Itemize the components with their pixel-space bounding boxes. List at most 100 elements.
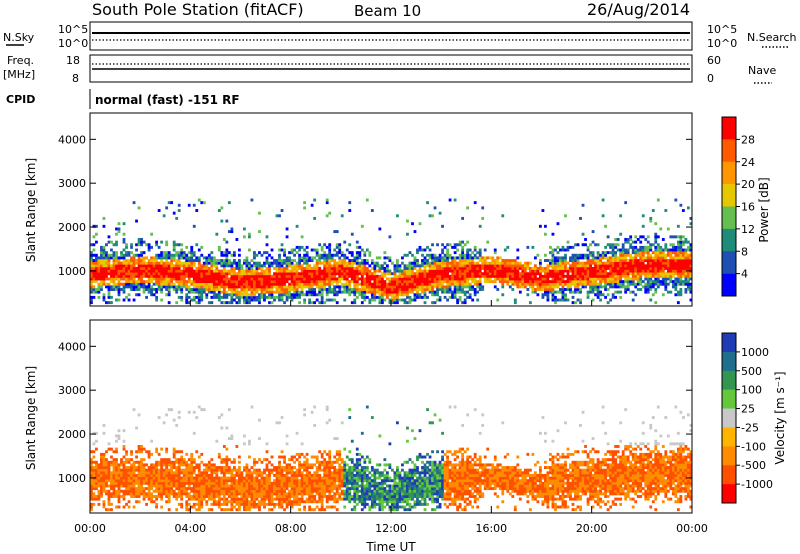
power-cell <box>150 288 154 291</box>
power-cell <box>225 264 229 268</box>
power-cell <box>559 248 562 252</box>
power-cell <box>157 282 161 286</box>
power-cell <box>278 214 281 218</box>
power-cell <box>481 266 485 270</box>
power-cell <box>192 285 196 289</box>
power-cell <box>574 266 577 270</box>
velocity-cell <box>142 471 146 475</box>
power-cell <box>556 285 560 289</box>
velocity-cell <box>150 439 154 443</box>
power-cell <box>360 264 364 268</box>
power-cell <box>601 280 605 284</box>
power-cell <box>270 282 274 286</box>
power-cell <box>102 216 106 220</box>
power-cell <box>195 209 199 212</box>
power-cell <box>544 269 547 273</box>
power-cell <box>566 272 570 276</box>
velocity-cell <box>102 423 106 427</box>
velocity-cell <box>222 487 226 491</box>
power-cell <box>157 261 161 265</box>
power-cell <box>604 256 608 260</box>
velocity-cell <box>132 495 136 498</box>
power-cell <box>268 272 271 276</box>
velocity-cell <box>217 502 221 506</box>
power-cell <box>112 256 116 260</box>
power-cell <box>689 248 693 252</box>
power-cell <box>333 288 337 291</box>
power-cell <box>468 293 472 297</box>
power-cell <box>674 293 678 297</box>
power-cell <box>463 264 467 268</box>
velocity-cell <box>177 458 181 462</box>
power-cell <box>348 285 352 289</box>
velocity-cell <box>182 458 186 462</box>
power-cell <box>626 238 630 241</box>
velocity-cell <box>137 487 141 491</box>
power-cell <box>518 285 522 289</box>
power-cell <box>611 259 615 262</box>
power-cell <box>493 248 497 252</box>
velocity-cell <box>140 468 143 472</box>
power-cell <box>604 277 608 281</box>
power-cell <box>150 256 154 260</box>
power-cell <box>473 280 477 284</box>
power-cell <box>426 272 429 276</box>
velocity-cell <box>232 500 236 504</box>
power-cell <box>245 274 249 278</box>
power-cell <box>426 277 429 281</box>
velocity-cell <box>258 487 261 491</box>
power-cell <box>596 282 600 286</box>
power-cell <box>325 256 329 260</box>
power-cell <box>551 248 555 252</box>
power-cell <box>368 274 372 278</box>
power-cell <box>441 256 444 260</box>
power-cell <box>160 259 164 262</box>
velocity-cell <box>155 473 159 477</box>
velocity-cell <box>190 505 194 509</box>
power-cell <box>132 269 136 273</box>
velocity-cell <box>135 495 138 498</box>
power-cell <box>684 264 688 268</box>
power-cell <box>380 272 384 276</box>
power-cell <box>436 290 439 294</box>
power-cell <box>132 256 136 260</box>
power-cell <box>676 259 680 262</box>
velocity-cell <box>137 471 141 475</box>
power-cell <box>443 259 447 262</box>
power-cell <box>473 266 477 270</box>
velocity-cell <box>142 479 146 483</box>
velocity-cell <box>237 508 241 512</box>
power-cell <box>461 245 465 249</box>
power-cell <box>160 274 164 278</box>
power-cell <box>200 245 204 249</box>
velocity-cell <box>130 452 133 456</box>
power-cell <box>458 288 462 291</box>
power-cell <box>343 269 347 273</box>
power-cell <box>611 272 615 276</box>
power-cell <box>92 261 96 265</box>
power-cell <box>493 264 497 268</box>
power-cell <box>521 272 525 276</box>
power-cell <box>551 280 555 284</box>
power-cell <box>649 261 653 265</box>
power-cell <box>411 277 414 281</box>
velocity-cell <box>237 471 241 475</box>
power-cell <box>676 272 680 276</box>
power-cell <box>95 290 98 294</box>
power-cell <box>155 256 159 260</box>
velocity-cell <box>212 497 216 501</box>
power-cell <box>250 198 254 202</box>
power-cell <box>689 251 693 255</box>
power-cell <box>348 201 352 205</box>
power-cell <box>167 285 171 289</box>
power-cell <box>177 272 181 276</box>
power-cell <box>581 203 585 207</box>
power-cell <box>172 245 176 249</box>
power-cell <box>634 259 638 262</box>
power-cell <box>471 256 475 260</box>
power-cell <box>516 285 520 289</box>
power-cell <box>551 256 555 260</box>
power-cell <box>137 240 141 244</box>
power-cell <box>330 272 334 276</box>
velocity-cell <box>92 495 96 498</box>
